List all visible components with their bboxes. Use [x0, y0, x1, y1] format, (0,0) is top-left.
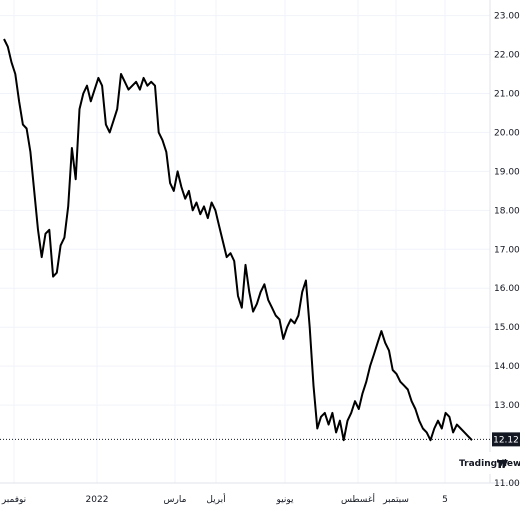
- x-tick-label: يونيو: [275, 495, 294, 505]
- last-price-badge: 12.12: [492, 432, 520, 447]
- x-tick-label: أبريل: [206, 493, 225, 505]
- last-price-label: 12.12: [493, 435, 519, 445]
- x-tick-label: أغسطس: [341, 493, 375, 505]
- y-tick-label: 21.00: [494, 89, 520, 99]
- x-tick-label: 2022: [86, 495, 109, 505]
- y-tick-label: 17.00: [494, 245, 520, 255]
- price-series-line: [3, 38, 473, 442]
- x-tick-label: سبتمبر: [382, 495, 409, 505]
- y-tick-label: 18.00: [494, 206, 520, 216]
- tradingview-watermark[interactable]: TradingView: [454, 452, 520, 474]
- x-tick-label: نوفمبر: [1, 495, 26, 505]
- y-axis: 23.00 22.00 21.00 20.00 19.00 18.00 17.00 16.00…: [494, 12, 520, 489]
- x-tick-label: 5: [442, 495, 448, 505]
- x-tick-label: مارس: [164, 495, 187, 505]
- y-tick-label: 22.00: [494, 51, 520, 61]
- y-tick-label: 19.00: [494, 167, 520, 177]
- y-tick-label: 20.00: [494, 128, 520, 138]
- y-tick-label: 16.00: [494, 284, 520, 294]
- y-tick-label: 11.00: [494, 479, 520, 489]
- y-tick-label: 23.00: [494, 12, 520, 22]
- x-axis: نوفمبر 2022 مارس أبريل يونيو أغسطس سبتمبر 5: [1, 493, 448, 505]
- y-tick-label: 14.00: [494, 362, 520, 372]
- y-tick-label: 15.00: [494, 323, 520, 333]
- tradingview-logo-icon: [497, 460, 508, 468]
- y-tick-label: 13.00: [494, 401, 520, 411]
- watermark-text: TradingView: [459, 459, 520, 469]
